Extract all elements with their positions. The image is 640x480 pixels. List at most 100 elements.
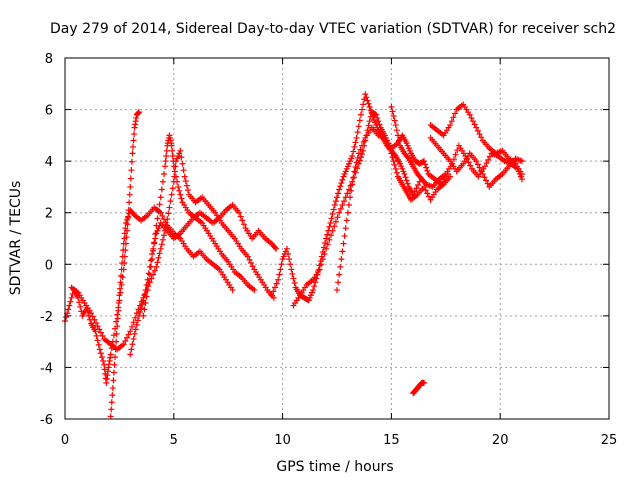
data-point xyxy=(476,131,483,138)
data-point xyxy=(323,245,330,252)
data-point xyxy=(130,143,136,150)
data-point xyxy=(389,108,396,115)
data-point xyxy=(273,280,280,287)
data-point xyxy=(411,188,418,195)
data-point xyxy=(344,209,351,216)
data-point xyxy=(343,217,350,224)
data-point xyxy=(148,275,155,282)
data-point xyxy=(363,94,370,101)
data-point xyxy=(93,319,100,326)
data-point xyxy=(322,240,329,247)
data-point xyxy=(448,118,455,125)
data-point xyxy=(340,240,347,247)
data-point xyxy=(168,191,175,198)
tick-labels: 0 5 10 15 20 25 -6 -4 -2 0 2 4 6 8 xyxy=(40,52,617,448)
data-point xyxy=(162,158,169,165)
data-point xyxy=(338,180,345,187)
data-point xyxy=(288,266,295,273)
data-point xyxy=(473,158,480,165)
data-point xyxy=(413,185,420,192)
data-point xyxy=(120,240,127,247)
data-point xyxy=(327,220,334,227)
data-point xyxy=(291,279,298,286)
data-point xyxy=(113,338,120,345)
data-point xyxy=(107,413,114,420)
data-point xyxy=(518,176,525,183)
data-point xyxy=(318,261,325,268)
data-point xyxy=(290,275,297,282)
data-point xyxy=(149,250,156,257)
data-point xyxy=(151,267,158,274)
data-point xyxy=(109,392,116,399)
data-point xyxy=(68,294,75,301)
data-point xyxy=(421,158,428,165)
data-point xyxy=(184,187,191,194)
data-point xyxy=(334,194,340,201)
data-point xyxy=(120,247,127,254)
data-point xyxy=(179,160,186,167)
data-point xyxy=(466,111,473,118)
y-tick-label: 4 xyxy=(45,155,53,170)
data-point xyxy=(142,287,149,294)
data-points xyxy=(62,91,525,420)
data-point xyxy=(334,214,341,221)
data-point xyxy=(329,227,336,234)
data-point xyxy=(335,279,342,286)
data-point xyxy=(120,341,127,348)
data-point xyxy=(452,151,459,158)
data-point xyxy=(76,299,83,306)
data-point xyxy=(329,211,336,218)
data-point xyxy=(465,159,472,166)
data-point xyxy=(479,171,486,178)
data-point xyxy=(326,223,333,230)
data-point xyxy=(66,302,73,309)
data-point xyxy=(131,330,138,337)
data-point xyxy=(518,171,525,178)
data-point xyxy=(332,218,339,225)
data-point xyxy=(392,165,399,172)
data-point xyxy=(357,154,364,161)
x-tick-label: 20 xyxy=(492,433,509,448)
chart-title: Day 279 of 2014, Sidereal Day-to-day VTE… xyxy=(50,21,616,37)
data-point xyxy=(95,341,102,348)
data-point xyxy=(143,281,150,288)
data-point xyxy=(338,256,345,263)
data-point xyxy=(372,111,379,118)
data-point xyxy=(107,351,114,358)
data-point xyxy=(450,114,457,121)
y-tick-label: -2 xyxy=(40,310,53,325)
data-point xyxy=(124,216,131,223)
data-point xyxy=(127,351,134,358)
data-point xyxy=(147,257,154,264)
plot-frame xyxy=(64,57,610,420)
data-point xyxy=(122,225,129,232)
x-tick-label: 25 xyxy=(601,433,618,448)
data-point xyxy=(336,271,343,278)
data-point xyxy=(132,326,139,333)
data-point xyxy=(129,150,136,157)
data-point xyxy=(478,167,485,174)
data-point xyxy=(350,174,357,181)
data-point xyxy=(172,173,179,180)
data-point xyxy=(177,147,184,154)
data-point xyxy=(138,305,145,312)
data-point xyxy=(65,306,72,313)
data-point xyxy=(130,319,137,326)
data-point xyxy=(153,263,160,270)
x-tick-label: 15 xyxy=(383,433,400,448)
data-point xyxy=(287,261,294,268)
data-point xyxy=(388,103,395,110)
data-point xyxy=(126,191,133,198)
data-point xyxy=(366,118,373,125)
y-tick-label: -6 xyxy=(40,413,53,428)
data-point xyxy=(341,232,348,239)
data-point xyxy=(421,379,428,386)
data-point xyxy=(357,146,364,153)
data-point xyxy=(467,162,474,169)
data-point xyxy=(158,241,165,248)
data-point xyxy=(331,223,338,230)
data-point xyxy=(157,194,164,201)
data-point xyxy=(473,124,480,131)
data-point xyxy=(251,287,258,294)
